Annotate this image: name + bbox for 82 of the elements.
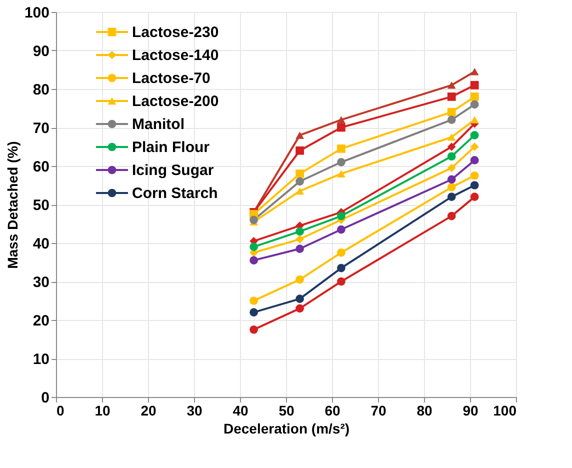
point — [337, 248, 346, 257]
y-tick-label: 0 — [41, 390, 50, 406]
point — [447, 192, 456, 201]
point — [296, 234, 304, 244]
point — [250, 216, 258, 224]
x-tick-label: 90 — [462, 402, 478, 418]
x-tick-label: 70 — [370, 402, 386, 418]
x-tick-label: 30 — [186, 402, 202, 418]
point — [470, 181, 479, 190]
point — [337, 170, 346, 178]
point — [447, 142, 456, 151]
point — [470, 116, 479, 124]
y-tick-label: 50 — [32, 197, 50, 214]
point — [337, 144, 346, 153]
point — [447, 183, 456, 192]
point — [337, 264, 346, 272]
x-tick-label: 100 — [493, 402, 517, 418]
point — [296, 294, 304, 303]
point — [250, 308, 258, 316]
y-axis-title: Mass Detached (%) — [4, 141, 20, 269]
point — [337, 225, 346, 234]
y-tick-label: 40 — [32, 236, 50, 252]
x-tick-label: 0 — [56, 402, 64, 418]
point — [447, 212, 456, 220]
point — [296, 227, 304, 236]
legend-label: Plain Flour — [132, 139, 210, 156]
x-tick-label: 50 — [278, 402, 294, 418]
point — [296, 304, 304, 313]
point — [470, 171, 479, 180]
y-tick-label: 60 — [32, 158, 50, 176]
y-tick-label: 80 — [32, 82, 50, 98]
point — [447, 92, 456, 101]
x-tick-label: 10 — [94, 402, 110, 418]
point — [447, 164, 456, 172]
point — [447, 116, 456, 124]
y-tick-label: 100 — [24, 4, 50, 22]
point — [337, 158, 346, 166]
y-tick-label: 70 — [32, 120, 50, 137]
x-tick-label: 80 — [416, 402, 432, 418]
point — [337, 116, 346, 124]
point — [296, 146, 304, 155]
point — [447, 152, 456, 161]
point — [470, 80, 479, 90]
point — [296, 187, 304, 195]
point — [447, 82, 456, 89]
legend-label: Corn Starch — [132, 185, 218, 202]
point — [296, 170, 304, 178]
x-tick-label: 60 — [324, 402, 340, 418]
point — [470, 192, 479, 201]
legend-label: Lactose-200 — [132, 93, 219, 110]
point — [470, 68, 479, 76]
point — [470, 131, 479, 140]
legend-label: Lactose-140 — [132, 47, 219, 64]
point — [470, 100, 479, 109]
point — [470, 142, 479, 151]
point — [296, 275, 304, 284]
point — [470, 156, 479, 164]
legend-label: Icing Sugar — [132, 162, 214, 179]
y-tick-label: 30 — [32, 274, 50, 291]
point — [296, 132, 304, 139]
legend-label: Manitol — [132, 116, 184, 133]
point — [296, 177, 304, 186]
point — [250, 242, 258, 252]
point — [337, 277, 346, 286]
y-tick-label: 10 — [32, 351, 50, 368]
y-tick-label: 90 — [32, 43, 50, 60]
x-tick-label: 20 — [140, 402, 156, 418]
y-tick-label: 20 — [32, 312, 50, 330]
point — [447, 108, 456, 116]
point — [447, 175, 456, 184]
point — [250, 296, 258, 305]
legend-label: Lactose-230 — [132, 24, 219, 41]
point — [250, 325, 258, 334]
point — [470, 92, 479, 101]
point — [250, 256, 258, 264]
x-tick-label: 40 — [232, 402, 248, 418]
point — [337, 212, 346, 220]
point — [337, 123, 346, 132]
point — [447, 134, 456, 141]
point — [296, 244, 304, 253]
legend-label: Lactose-70 — [132, 70, 210, 87]
x-axis-title: Deceleration (m/s²) — [223, 420, 350, 436]
